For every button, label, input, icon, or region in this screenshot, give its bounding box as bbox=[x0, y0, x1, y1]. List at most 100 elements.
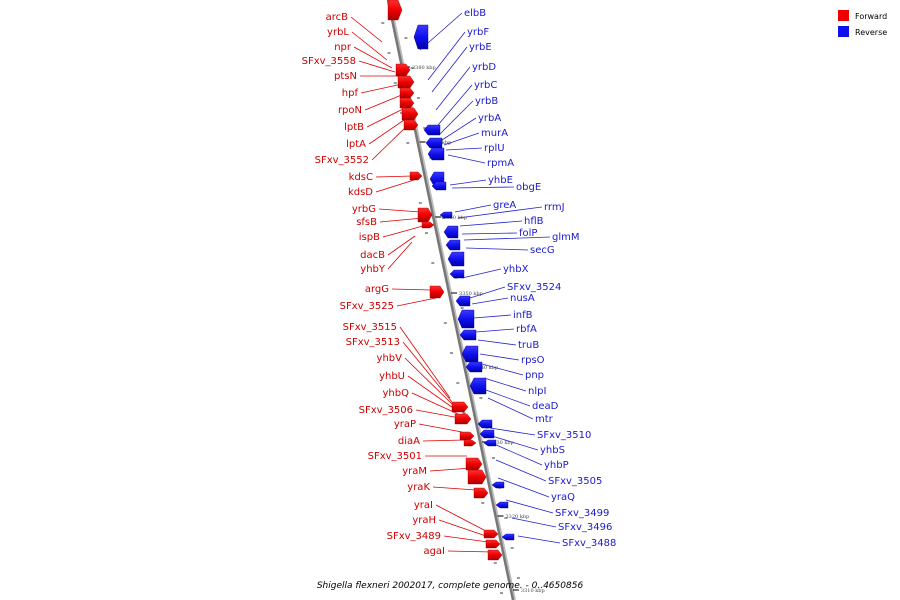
forward-connector bbox=[391, 288, 433, 291]
reverse-connector bbox=[491, 435, 539, 451]
reverse-connector bbox=[437, 84, 473, 126]
reverse-connector bbox=[449, 179, 487, 186]
reverse-connector bbox=[489, 427, 536, 436]
tick-label: 3380 kbp bbox=[412, 65, 436, 71]
forward-gene-label: sfsB bbox=[356, 217, 377, 228]
forward-connector bbox=[364, 93, 405, 111]
forward-gene-label: ptsN bbox=[334, 71, 357, 82]
forward-gene-feature bbox=[399, 97, 415, 109]
reverse-connector bbox=[481, 363, 524, 376]
legend-reverse-label: Reverse bbox=[855, 28, 887, 37]
reverse-gene-label: SFxv_3510 bbox=[537, 430, 591, 441]
reverse-gene-feature bbox=[469, 377, 487, 395]
forward-gene-label: lptB bbox=[344, 122, 364, 133]
forward-gene-feature bbox=[483, 529, 499, 539]
reverse-gene-label: yraQ bbox=[551, 492, 575, 503]
forward-gene-feature bbox=[473, 487, 489, 499]
forward-connector bbox=[407, 375, 457, 411]
forward-connector bbox=[360, 83, 403, 94]
reverse-connector bbox=[461, 268, 502, 279]
forward-gene-feature bbox=[387, 0, 403, 21]
reverse-connector bbox=[493, 443, 543, 466]
reverse-connector bbox=[495, 459, 547, 482]
legend-reverse-swatch bbox=[838, 26, 849, 37]
reverse-gene-feature bbox=[483, 439, 497, 447]
forward-gene-label: ispB bbox=[359, 232, 380, 243]
forward-gene-label: SFxv_3513 bbox=[346, 337, 400, 348]
reverse-connector bbox=[477, 339, 517, 346]
reverse-gene-label: glmM bbox=[552, 232, 580, 243]
reverse-connector bbox=[487, 397, 534, 420]
reverse-gene-feature bbox=[465, 361, 483, 373]
reverse-gene-label: rpmA bbox=[487, 158, 514, 169]
forward-gene-feature bbox=[397, 75, 415, 89]
reverse-gene-feature bbox=[477, 419, 493, 429]
reverse-connector bbox=[443, 132, 480, 146]
forward-gene-label: yhbQ bbox=[383, 388, 410, 399]
tick-label: 3320 kbp bbox=[506, 514, 530, 520]
forward-gene-feature bbox=[395, 63, 411, 77]
forward-connector bbox=[438, 519, 487, 537]
reverse-gene-label: yrbA bbox=[478, 113, 501, 124]
forward-gene-label: yraP bbox=[394, 419, 416, 430]
forward-gene-feature bbox=[429, 285, 445, 299]
reverse-gene-feature bbox=[457, 309, 475, 329]
forward-gene-label: SFxv_3506 bbox=[359, 405, 413, 416]
reverse-gene-feature bbox=[501, 533, 515, 541]
reverse-connector bbox=[451, 186, 515, 189]
legend-forward-swatch bbox=[838, 10, 849, 21]
forward-gene-feature bbox=[463, 439, 477, 447]
reverse-gene-label: rpsO bbox=[521, 355, 545, 366]
forward-gene-label: yraK bbox=[407, 482, 430, 493]
forward-gene-label: arcB bbox=[326, 12, 349, 23]
forward-gene-label: SFxv_3501 bbox=[368, 451, 422, 462]
reverse-gene-label: pnp bbox=[525, 370, 544, 381]
reverse-gene-label: rbfA bbox=[516, 324, 537, 335]
forward-gene-label: SFxv_3515 bbox=[343, 322, 397, 333]
forward-gene-label: SFxv_3489 bbox=[387, 531, 441, 542]
forward-connector bbox=[402, 341, 453, 403]
reverse-connector bbox=[463, 236, 551, 241]
forward-gene-feature bbox=[487, 549, 503, 561]
forward-gene-label: yraI bbox=[414, 500, 433, 511]
forward-gene-label: hpf bbox=[342, 88, 359, 99]
reverse-gene-label: yhbS bbox=[540, 445, 565, 456]
reverse-connector bbox=[459, 220, 523, 227]
forward-gene-feature bbox=[401, 107, 419, 121]
forward-connector bbox=[358, 60, 396, 73]
forward-gene-label: SFxv_3558 bbox=[302, 56, 356, 67]
forward-connector bbox=[379, 217, 424, 223]
reverse-gene-feature bbox=[479, 429, 495, 439]
forward-connector bbox=[387, 235, 416, 256]
reverse-connector bbox=[457, 206, 543, 219]
forward-connector bbox=[435, 504, 485, 531]
reverse-connector bbox=[447, 154, 486, 164]
forward-gene-label: rpoN bbox=[338, 105, 362, 116]
legend-forward-label: Forward bbox=[855, 12, 887, 21]
reverse-gene-feature bbox=[425, 137, 443, 149]
gene-labels: arcB yrbL npr SFxv_3558 ptsN hpf rpoN lptB lptA S… bbox=[302, 8, 617, 557]
forward-gene-label: yraH bbox=[412, 515, 436, 526]
reverse-gene-feature bbox=[459, 329, 477, 341]
reverse-gene-label: hflB bbox=[524, 216, 544, 227]
tick-label: 3340 kbp bbox=[474, 365, 498, 371]
forward-gene-label: yrbL bbox=[327, 27, 349, 38]
reverse-gene-label: SFxv_3496 bbox=[558, 522, 612, 533]
forward-gene-label: yhbY bbox=[360, 264, 386, 275]
forward-connector bbox=[432, 486, 477, 491]
reverse-gene-feature bbox=[445, 239, 461, 251]
forward-connector bbox=[399, 326, 451, 399]
tick-label: 3350 kbp bbox=[459, 291, 483, 297]
forward-connector bbox=[351, 31, 388, 61]
forward-gene-label: agaI bbox=[423, 546, 445, 557]
reverse-gene-feature bbox=[455, 295, 471, 307]
forward-connector bbox=[411, 392, 459, 415]
reverse-connector bbox=[511, 517, 557, 528]
forward-connector bbox=[447, 550, 493, 553]
forward-gene-label: yhbV bbox=[377, 353, 403, 364]
reverse-gene-label: SFxv_3499 bbox=[555, 508, 609, 519]
forward-connector bbox=[404, 357, 455, 407]
forward-gene-label: kdsC bbox=[349, 172, 373, 183]
forward-gene-label: yrbG bbox=[352, 204, 376, 215]
reverse-gene-feature bbox=[443, 225, 459, 239]
